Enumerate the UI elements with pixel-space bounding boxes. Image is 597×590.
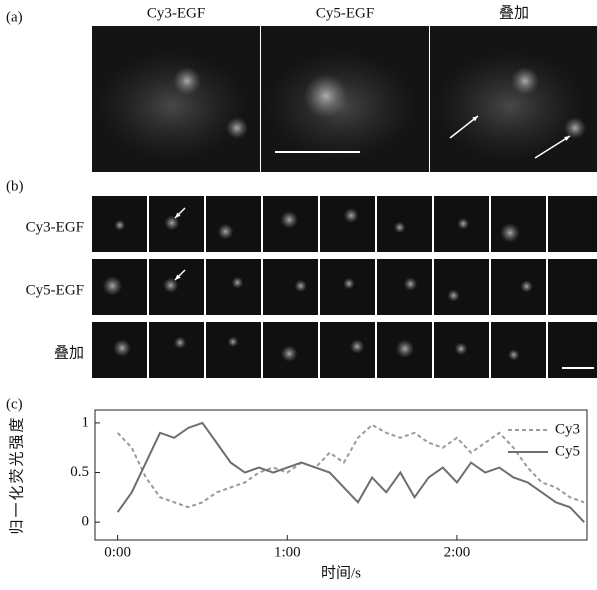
legend-label: Cy5 <box>555 443 580 459</box>
spot <box>294 279 307 293</box>
spot <box>457 217 470 230</box>
micrograph <box>377 196 432 252</box>
micrograph <box>491 259 546 315</box>
column-label: 叠加 <box>499 4 529 21</box>
arrow-head <box>175 274 181 280</box>
y-tick-label: 0 <box>82 514 90 530</box>
row-label: 叠加 <box>54 344 84 361</box>
spot <box>281 345 298 362</box>
spot <box>173 67 201 95</box>
spot <box>231 276 244 289</box>
spot <box>173 336 187 349</box>
micrograph <box>206 259 261 315</box>
micrograph <box>548 322 597 378</box>
spot <box>520 280 533 293</box>
spot <box>217 223 234 240</box>
micrograph <box>206 322 261 378</box>
spot <box>447 289 460 302</box>
legend-label: Cy3 <box>555 421 580 437</box>
spot <box>508 349 520 361</box>
spot <box>343 208 359 224</box>
spot <box>454 342 468 356</box>
spot <box>403 277 418 291</box>
y-tick-label: 0.5 <box>70 464 89 480</box>
spot <box>500 222 520 243</box>
x-tick-label: 2:00 <box>444 544 471 560</box>
spot <box>227 336 239 348</box>
x-tick-label: 0:00 <box>104 544 131 560</box>
haze <box>97 51 247 161</box>
spot <box>280 210 299 229</box>
micrograph <box>548 196 597 252</box>
spot <box>226 117 248 139</box>
spot <box>511 67 539 95</box>
x-axis-title: 时间/s <box>321 564 361 581</box>
spot <box>395 339 415 358</box>
micrograph <box>206 196 261 252</box>
spot <box>113 339 131 357</box>
panel-label: (c) <box>6 396 23 412</box>
micrograph <box>149 322 204 378</box>
spot <box>564 117 586 139</box>
arrow-head <box>564 136 570 141</box>
spot <box>163 277 179 294</box>
micrograph <box>491 322 546 378</box>
x-tick-label: 1:00 <box>274 544 301 560</box>
spot <box>349 339 365 354</box>
row-label: Cy3-EGF <box>26 219 84 235</box>
micrograph <box>434 259 489 315</box>
micrograph <box>491 196 546 252</box>
series-line <box>116 423 585 509</box>
haze <box>435 51 585 161</box>
micrograph <box>263 259 318 315</box>
spot <box>304 74 348 118</box>
arrow <box>449 115 479 139</box>
spot <box>102 276 123 296</box>
y-axis-title: 归一化荧光强度 <box>8 415 25 534</box>
column-label: Cy5-EGF <box>316 5 374 21</box>
plot-frame <box>94 409 588 541</box>
panel-label: (b) <box>6 178 24 194</box>
arrow <box>534 135 571 159</box>
spot <box>343 277 355 290</box>
spot <box>393 221 406 234</box>
column-label: Cy3-EGF <box>147 5 205 21</box>
y-tick-label: 1 <box>82 414 90 430</box>
arrow-head <box>472 116 478 122</box>
row-label: Cy5-EGF <box>26 282 84 298</box>
micrograph <box>320 322 375 378</box>
micrograph <box>548 259 597 315</box>
spot <box>114 219 126 231</box>
spot <box>164 215 180 231</box>
chart: 0 0.5 1 0:00 1:00 2:00 时间/s 归一化荧光强度 Cy3 Cy5 <box>8 409 588 581</box>
micrographs: Cy3-EGF Cy5-EGF 叠加 Cy3-EGF Cy5-EGF 叠加 <box>26 4 597 378</box>
arrow-head <box>175 212 181 218</box>
micrograph <box>320 196 375 252</box>
series-line <box>116 421 585 523</box>
panel-label: (a) <box>6 9 23 25</box>
